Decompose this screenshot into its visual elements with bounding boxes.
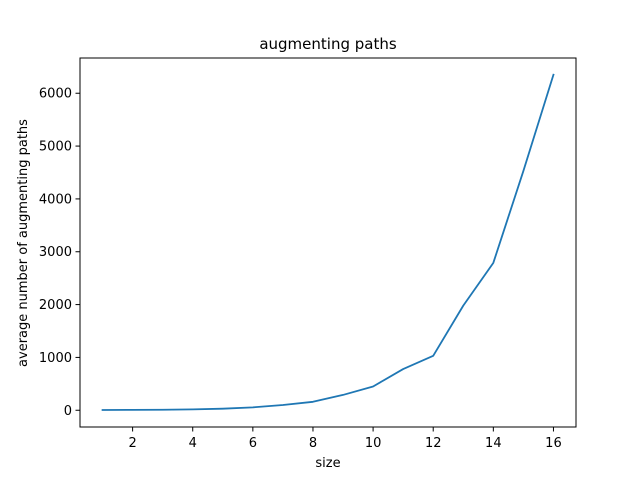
- x-tick-label: 2: [128, 436, 136, 451]
- y-tick-label: 2000: [39, 298, 72, 313]
- x-tick-label: 4: [189, 436, 197, 451]
- y-tick-label: 5000: [39, 140, 72, 155]
- chart-title: augmenting paths: [259, 35, 397, 53]
- x-tick-label: 8: [309, 436, 317, 451]
- axes-frame: [79, 57, 577, 428]
- x-tick-label: 14: [485, 436, 502, 451]
- y-tick-label: 0: [64, 404, 72, 419]
- x-tick-label: 12: [425, 436, 442, 451]
- x-tick-label: 10: [365, 436, 382, 451]
- y-axis-label: average number of augmenting paths: [16, 119, 31, 367]
- y-tick-label: 6000: [39, 87, 72, 102]
- y-tick-label: 4000: [39, 192, 72, 207]
- x-tick-label: 6: [249, 436, 257, 451]
- x-tick-label: 16: [545, 436, 562, 451]
- y-tick-label: 1000: [39, 351, 72, 366]
- series-line: [101, 73, 555, 411]
- x-axis-label: size: [315, 456, 340, 471]
- y-tick-label: 3000: [39, 245, 72, 260]
- plot-area: 2 4 6 8 10 12 14 16 0 1000 2000 3000 4000 5000 6000: [39, 57, 577, 451]
